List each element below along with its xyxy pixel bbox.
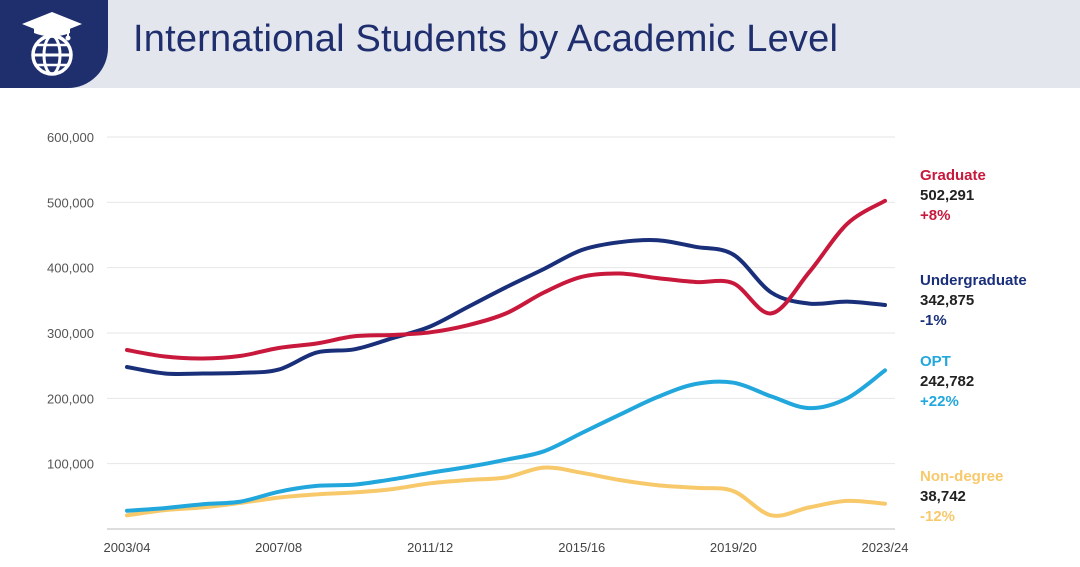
x-tick-label: 2011/12 xyxy=(407,540,453,555)
x-tick-label: 2019/20 xyxy=(710,540,757,555)
grid-layer xyxy=(107,136,895,530)
logo xyxy=(0,0,108,88)
legend-label: Undergraduate xyxy=(920,272,1027,289)
x-tick-label: 2003/04 xyxy=(104,540,151,555)
y-tick-label: 400,000 xyxy=(47,261,94,276)
legend-change: +8% xyxy=(920,207,951,224)
legend-label: Graduate xyxy=(920,167,986,184)
header-bar: International Students by Academic Level xyxy=(0,0,1080,88)
y-tick-label: 100,000 xyxy=(47,457,94,472)
legend-value: 342,875 xyxy=(920,292,975,309)
y-tick-label: 500,000 xyxy=(47,195,94,210)
legend-change: +22% xyxy=(920,393,959,410)
series-line-undergraduate xyxy=(125,237,887,377)
legend-value: 38,742 xyxy=(920,488,966,505)
y-tick-label: 300,000 xyxy=(47,326,94,341)
page-title: International Students by Academic Level xyxy=(133,18,839,60)
legend-label: Non-degree xyxy=(920,468,1004,485)
x-tick-label: 2015/16 xyxy=(558,540,605,555)
graduation-globe-icon xyxy=(22,12,82,76)
series-layer xyxy=(125,198,887,518)
line-chart: 100,000 200,000 300,000 400,000 500,000 600,0… xyxy=(47,130,909,555)
legend-entry-nondegree: Non-degree 38,742 -12% xyxy=(920,467,1003,527)
legend-value: 502,291 xyxy=(920,187,975,204)
legend-value: 242,782 xyxy=(920,373,975,390)
legend-label: OPT xyxy=(920,353,951,370)
x-tick-label: 2007/08 xyxy=(255,540,302,555)
series-line-nondegree xyxy=(125,465,887,518)
series-line-graduate xyxy=(125,198,887,361)
legend-change: -1% xyxy=(920,312,947,329)
x-tick-label: 2023/24 xyxy=(862,540,909,555)
series-line-opt xyxy=(125,368,887,513)
legend-entry-opt: OPT 242,782 +22% xyxy=(920,352,974,412)
legend-entry-graduate: Graduate 502,291 +8% xyxy=(920,166,986,226)
legend-entry-undergraduate: Undergraduate 342,875 -1% xyxy=(920,271,1027,331)
y-tick-label: 200,000 xyxy=(47,391,94,406)
tick-layer: 100,000 200,000 300,000 400,000 500,000 600,0… xyxy=(47,130,909,555)
y-tick-label: 600,000 xyxy=(47,130,94,145)
legend-change: -12% xyxy=(920,508,956,525)
